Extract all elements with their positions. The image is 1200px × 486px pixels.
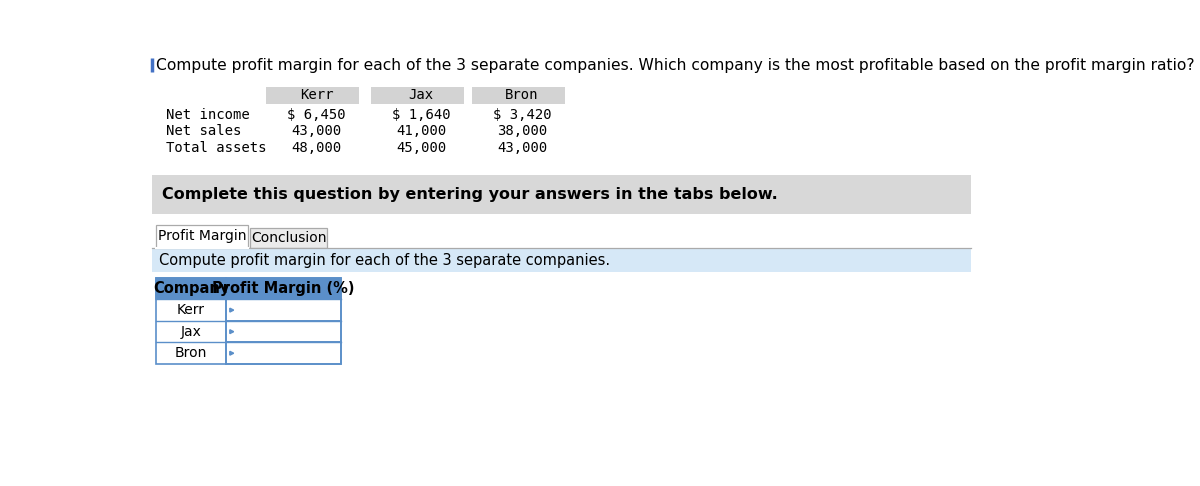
Text: 45,000: 45,000 <box>396 141 446 156</box>
Text: Profit Margin: Profit Margin <box>157 229 246 243</box>
Bar <box>226 343 341 364</box>
Bar <box>151 175 971 214</box>
Bar <box>371 87 464 104</box>
Bar <box>156 278 341 364</box>
Text: Jax: Jax <box>409 88 434 102</box>
Text: Total assets: Total assets <box>166 141 266 156</box>
Bar <box>151 248 971 272</box>
Polygon shape <box>230 308 234 312</box>
FancyBboxPatch shape <box>156 225 247 248</box>
Bar <box>226 299 341 321</box>
Text: Bron: Bron <box>505 88 539 102</box>
Text: $ 6,450: $ 6,450 <box>287 107 346 122</box>
Bar <box>156 343 226 364</box>
Text: Net sales: Net sales <box>166 124 241 139</box>
Bar <box>156 278 341 299</box>
Text: Complete this question by entering your answers in the tabs below.: Complete this question by entering your … <box>162 187 778 202</box>
Bar <box>156 321 226 343</box>
Text: Compute profit margin for each of the 3 separate companies. Which company is the: Compute profit margin for each of the 3 … <box>156 58 1195 73</box>
Text: Profit Margin (%): Profit Margin (%) <box>212 281 354 296</box>
Text: Jax: Jax <box>181 325 202 339</box>
Polygon shape <box>230 351 234 355</box>
Bar <box>156 299 226 321</box>
Text: Kerr: Kerr <box>300 88 334 102</box>
Text: 41,000: 41,000 <box>396 124 446 139</box>
Polygon shape <box>230 330 234 333</box>
Text: Company: Company <box>152 281 229 296</box>
Text: $ 3,420: $ 3,420 <box>493 107 551 122</box>
Text: 38,000: 38,000 <box>497 124 547 139</box>
Text: Compute profit margin for each of the 3 separate companies.: Compute profit margin for each of the 3 … <box>160 253 611 268</box>
Text: 48,000: 48,000 <box>292 141 342 156</box>
Text: Conclusion: Conclusion <box>251 231 326 245</box>
Bar <box>266 87 359 104</box>
FancyBboxPatch shape <box>250 228 328 248</box>
Text: 43,000: 43,000 <box>292 124 342 139</box>
Text: Net income: Net income <box>166 107 250 122</box>
Text: 43,000: 43,000 <box>497 141 547 156</box>
Bar <box>226 321 341 343</box>
Bar <box>472 87 565 104</box>
Text: Bron: Bron <box>175 346 208 360</box>
Text: Kerr: Kerr <box>178 303 205 317</box>
Text: $ 1,640: $ 1,640 <box>392 107 450 122</box>
